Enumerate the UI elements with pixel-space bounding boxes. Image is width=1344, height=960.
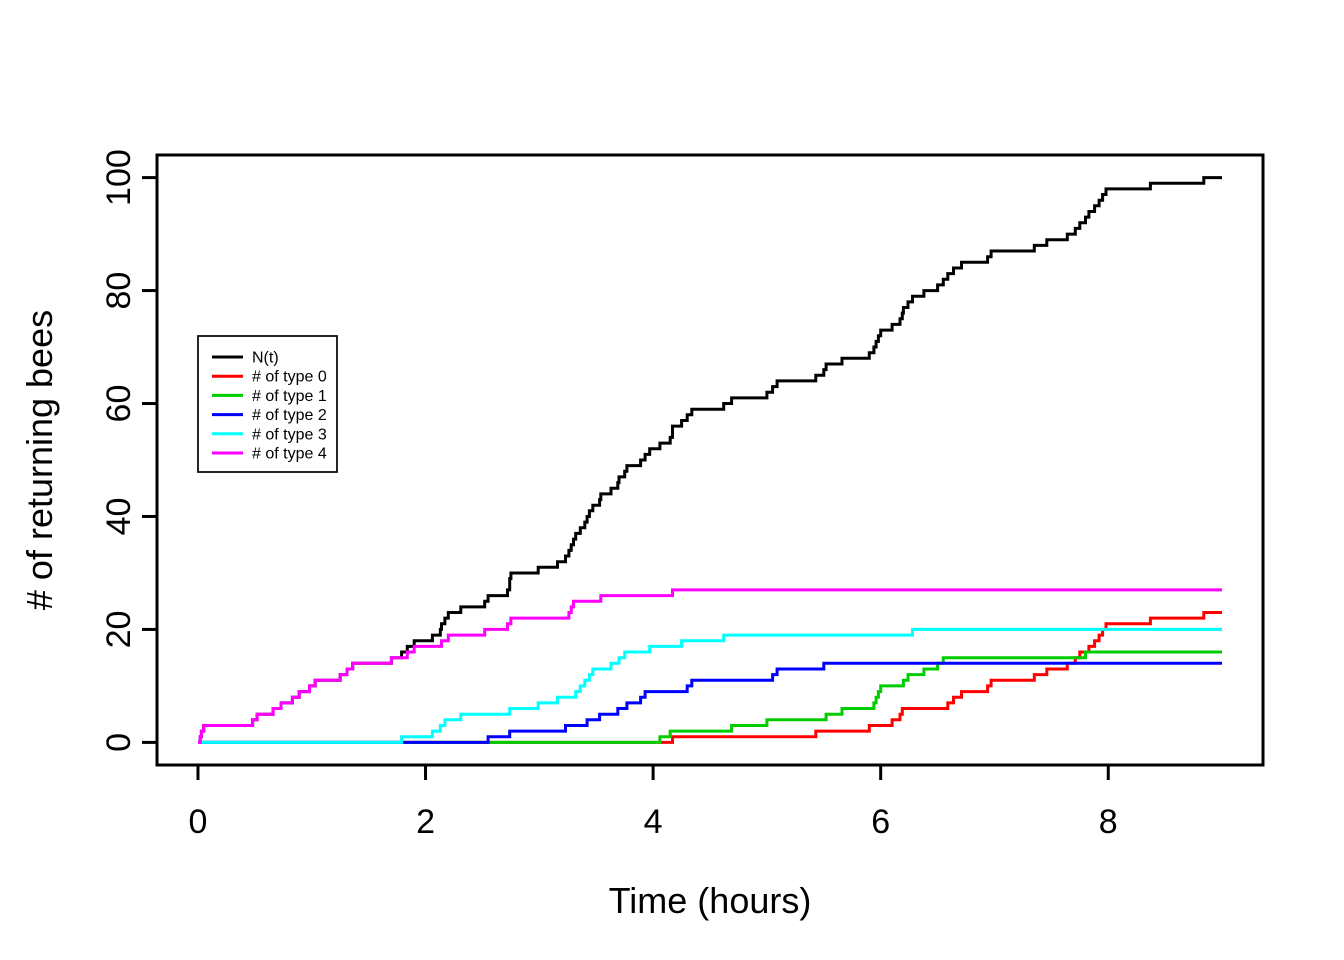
series-line-of-type-0: [198, 611, 1222, 744]
legend-label-of-type-4: # of type 4: [252, 446, 327, 463]
y-axis-title: # of returning bees: [19, 310, 60, 610]
legend-label-of-type-2: # of type 2: [252, 407, 327, 424]
series-line-of-type-4: [198, 588, 1222, 744]
y-tick-label: 100: [100, 149, 138, 206]
legend-label-of-type-1: # of type 1: [252, 388, 327, 405]
y-tick-label: 40: [100, 498, 138, 536]
x-tick-label: 4: [644, 803, 663, 841]
x-axis-title: Time (hours): [609, 880, 812, 921]
x-tick-label: 2: [416, 803, 435, 841]
legend-label-of-type-0: # of type 0: [252, 369, 327, 386]
legend-frame: [197, 335, 338, 473]
legend-box: N(t) # of type 0 # of type 1 # of type 2 # o…: [197, 335, 338, 473]
plot-frame: [155, 153, 1265, 767]
x-tick-label: 8: [1099, 803, 1118, 841]
legend-label-n-t: N(t): [252, 350, 279, 367]
x-tick-label: 0: [189, 803, 208, 841]
legend-label-of-type-3: # of type 3: [252, 426, 327, 443]
y-tick-label: 80: [100, 272, 138, 310]
series-lines: [198, 176, 1222, 744]
y-tick-label: 20: [100, 611, 138, 649]
series-line-of-type-3: [198, 627, 1222, 744]
x-tick-label: 6: [871, 803, 890, 841]
y-tick-label: 0: [100, 733, 138, 752]
series-line-of-type-1: [198, 650, 1222, 744]
y-tick-label: 60: [100, 385, 138, 423]
series-line-of-type-2: [198, 661, 1222, 744]
